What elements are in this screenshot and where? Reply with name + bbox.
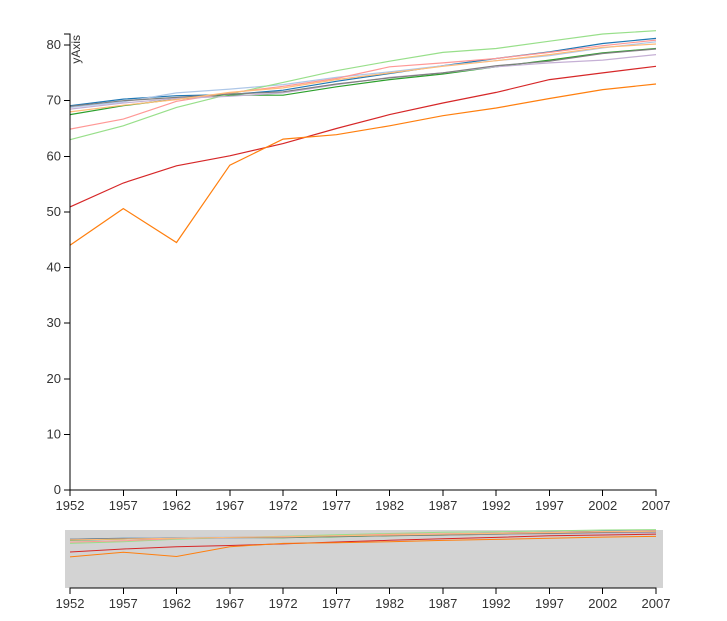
context-x-tick-label: 1957 [109, 596, 138, 611]
context-series-line [69, 529, 657, 544]
context-series-line [69, 533, 657, 553]
context-series-line [69, 530, 657, 541]
context-x-tick-label: 1977 [322, 596, 351, 611]
x-tick-label: 1977 [322, 498, 351, 513]
context-x-tick-label: 1997 [535, 596, 564, 611]
context-x-tick-label: 1982 [375, 596, 404, 611]
context-x-tick-label: 1952 [56, 596, 85, 611]
x-tick-label: 1987 [428, 498, 457, 513]
x-tick-label: 1957 [109, 498, 138, 513]
y-ticks: 0 10 20 30 40 50 60 70 80 [47, 37, 70, 497]
series-line [69, 43, 657, 113]
series-line [69, 48, 657, 107]
y-tick-label: 20 [47, 371, 61, 386]
y-tick-label: 70 [47, 93, 61, 108]
x-tick-label: 1997 [535, 498, 564, 513]
y-tick-label: 80 [47, 37, 61, 52]
context-chart: 1952 1957 1962 1967 1972 1977 1982 1987 1992 1997… [56, 529, 671, 611]
series-line [69, 37, 657, 107]
y-tick-label: 40 [47, 260, 61, 275]
y-tick-label: 10 [47, 426, 61, 441]
context-series-line [69, 535, 657, 558]
series-line [69, 30, 657, 141]
context-x-tick-label: 1972 [269, 596, 298, 611]
x-tick-label: 1962 [162, 498, 191, 513]
series-line [69, 41, 657, 108]
context-x-ticks: 1952 1957 1962 1967 1972 1977 1982 1987 1992 1997… [56, 588, 671, 611]
context-lines [69, 529, 657, 558]
y-axis [64, 33, 71, 491]
x-tick-label: 1972 [269, 498, 298, 513]
x-tick-label: 1982 [375, 498, 404, 513]
context-x-tick-label: 1962 [162, 596, 191, 611]
x-tick-label: 2002 [588, 498, 617, 513]
context-x-tick-label: 1992 [482, 596, 511, 611]
y-tick-label: 30 [47, 315, 61, 330]
x-ticks: 1952 1957 1962 1967 1972 1977 1982 1987 1992 1997… [56, 490, 671, 513]
x-tick-label: 1967 [215, 498, 244, 513]
x-tick-label: 1952 [56, 498, 85, 513]
series-line [69, 39, 657, 130]
x-tick-label: 2007 [642, 498, 671, 513]
context-x-axis [69, 587, 657, 594]
context-x-tick-label: 1987 [428, 596, 457, 611]
y-tick-label: 50 [47, 204, 61, 219]
series-line [69, 65, 657, 208]
y-axis-label: yAxis [69, 35, 83, 64]
series-line [69, 83, 657, 246]
x-tick-label: 1992 [482, 498, 511, 513]
y-tick-label: 0 [54, 482, 61, 497]
context-x-tick-label: 2007 [642, 596, 671, 611]
y-tick-label: 60 [47, 148, 61, 163]
context-x-tick-label: 2002 [588, 596, 617, 611]
focus-lines [69, 30, 657, 246]
x-axis [69, 489, 657, 496]
context-x-tick-label: 1967 [215, 596, 244, 611]
